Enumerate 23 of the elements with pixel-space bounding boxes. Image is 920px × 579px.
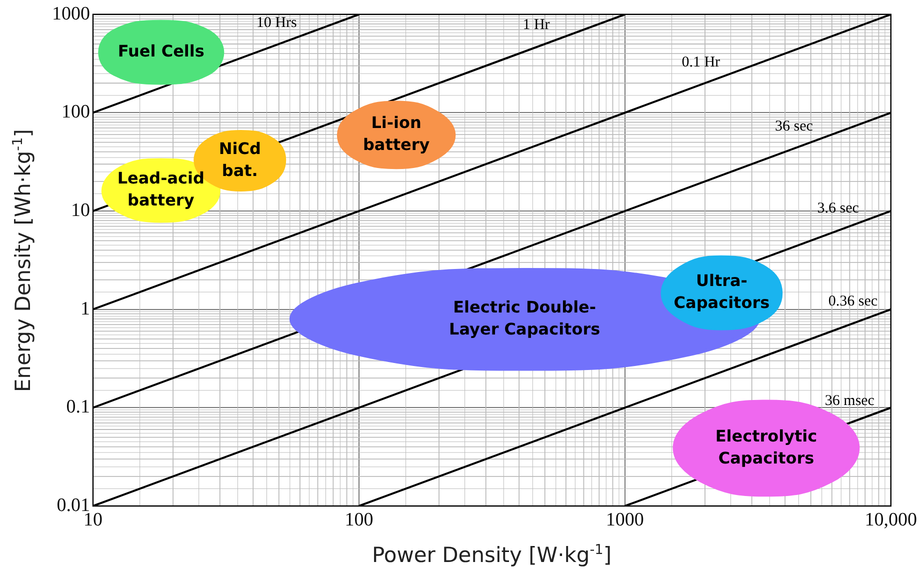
- annotation: 0.1 Hr: [682, 54, 720, 71]
- series-label: Ultra-Capacitors: [674, 270, 770, 312]
- x-tick-label: 1000: [606, 509, 644, 530]
- series-label: Fuel Cells: [118, 41, 204, 60]
- annotation: 1 Hr: [522, 17, 550, 34]
- annotation: 0.36 sec: [828, 293, 878, 310]
- y-tick-label: 100: [62, 102, 90, 123]
- y-tick-label: 1000: [52, 3, 90, 24]
- annotation: 36 msec: [824, 392, 875, 409]
- x-tick-label: 100: [344, 509, 374, 530]
- annotation: 3.6 sec: [817, 200, 860, 217]
- y-tick-label: 10: [71, 200, 90, 222]
- series-label: Electrolytic Capacitors: [715, 426, 818, 468]
- y-tick-label: 1: [80, 298, 90, 320]
- series-label: Li-ion battery: [362, 113, 430, 154]
- x-tick-label: 10,000: [864, 509, 917, 530]
- annotation: 36 sec: [774, 118, 814, 134]
- annotation: 10 Hrs: [256, 14, 297, 31]
- series-label: Lead-acid battery: [117, 168, 204, 210]
- y-tick-label: 0.1: [66, 396, 90, 418]
- series-label: Electric Double-Layer Capacitors: [449, 298, 600, 339]
- x-axis-title: Power Density [W·kg$^{-1}$]: [372, 542, 612, 567]
- series-label: NiCd bat.: [218, 138, 261, 180]
